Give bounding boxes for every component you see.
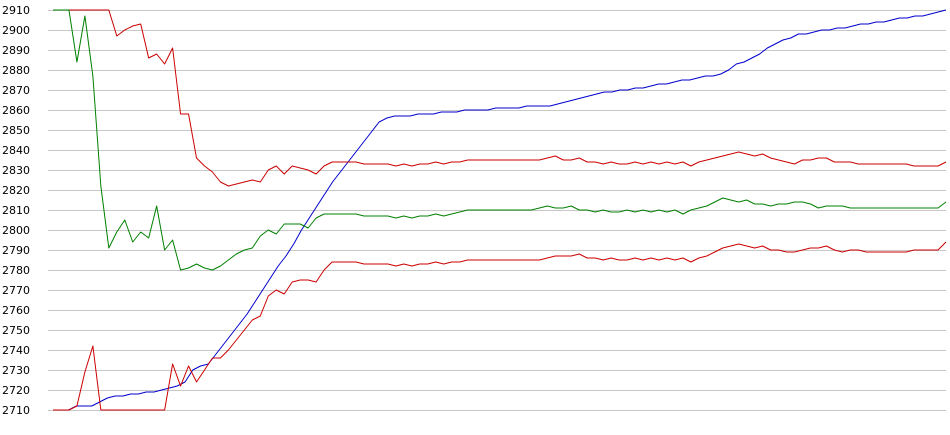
y-tick-label: 2750 bbox=[2, 324, 30, 337]
y-tick-label: 2860 bbox=[2, 104, 30, 117]
y-tick-label: 2790 bbox=[2, 244, 30, 257]
series-line-1 bbox=[53, 9, 947, 411]
y-tick-label: 2870 bbox=[2, 84, 30, 97]
y-tick-label: 2830 bbox=[2, 164, 30, 177]
y-tick-label: 2840 bbox=[2, 144, 30, 157]
y-tick-label: 2890 bbox=[2, 44, 30, 57]
y-tick-label: 2810 bbox=[2, 204, 30, 217]
y-tick-label: 2820 bbox=[2, 184, 30, 197]
y-axis-tick-labels: 2910 2900 2890 2880 2870 2860 2850 2840 2830 2820… bbox=[2, 4, 30, 417]
y-tick-label: 2760 bbox=[2, 304, 30, 317]
y-tick-label: 2710 bbox=[2, 404, 30, 417]
series-line-3 bbox=[53, 9, 947, 271]
y-tick-label: 2900 bbox=[2, 24, 30, 37]
y-tick-label: 2850 bbox=[2, 124, 30, 137]
y-tick-label: 2800 bbox=[2, 224, 30, 237]
gridlines bbox=[48, 10, 946, 411]
y-tick-label: 2880 bbox=[2, 64, 30, 77]
series-line-2 bbox=[53, 9, 947, 187]
series-lines bbox=[53, 9, 947, 411]
y-tick-label: 2720 bbox=[2, 384, 30, 397]
y-tick-label: 2770 bbox=[2, 284, 30, 297]
series-line-4 bbox=[53, 241, 947, 411]
y-tick-label: 2910 bbox=[2, 4, 30, 17]
y-tick-label: 2730 bbox=[2, 364, 30, 377]
y-tick-label: 2740 bbox=[2, 344, 30, 357]
y-tick-label: 2780 bbox=[2, 264, 30, 277]
